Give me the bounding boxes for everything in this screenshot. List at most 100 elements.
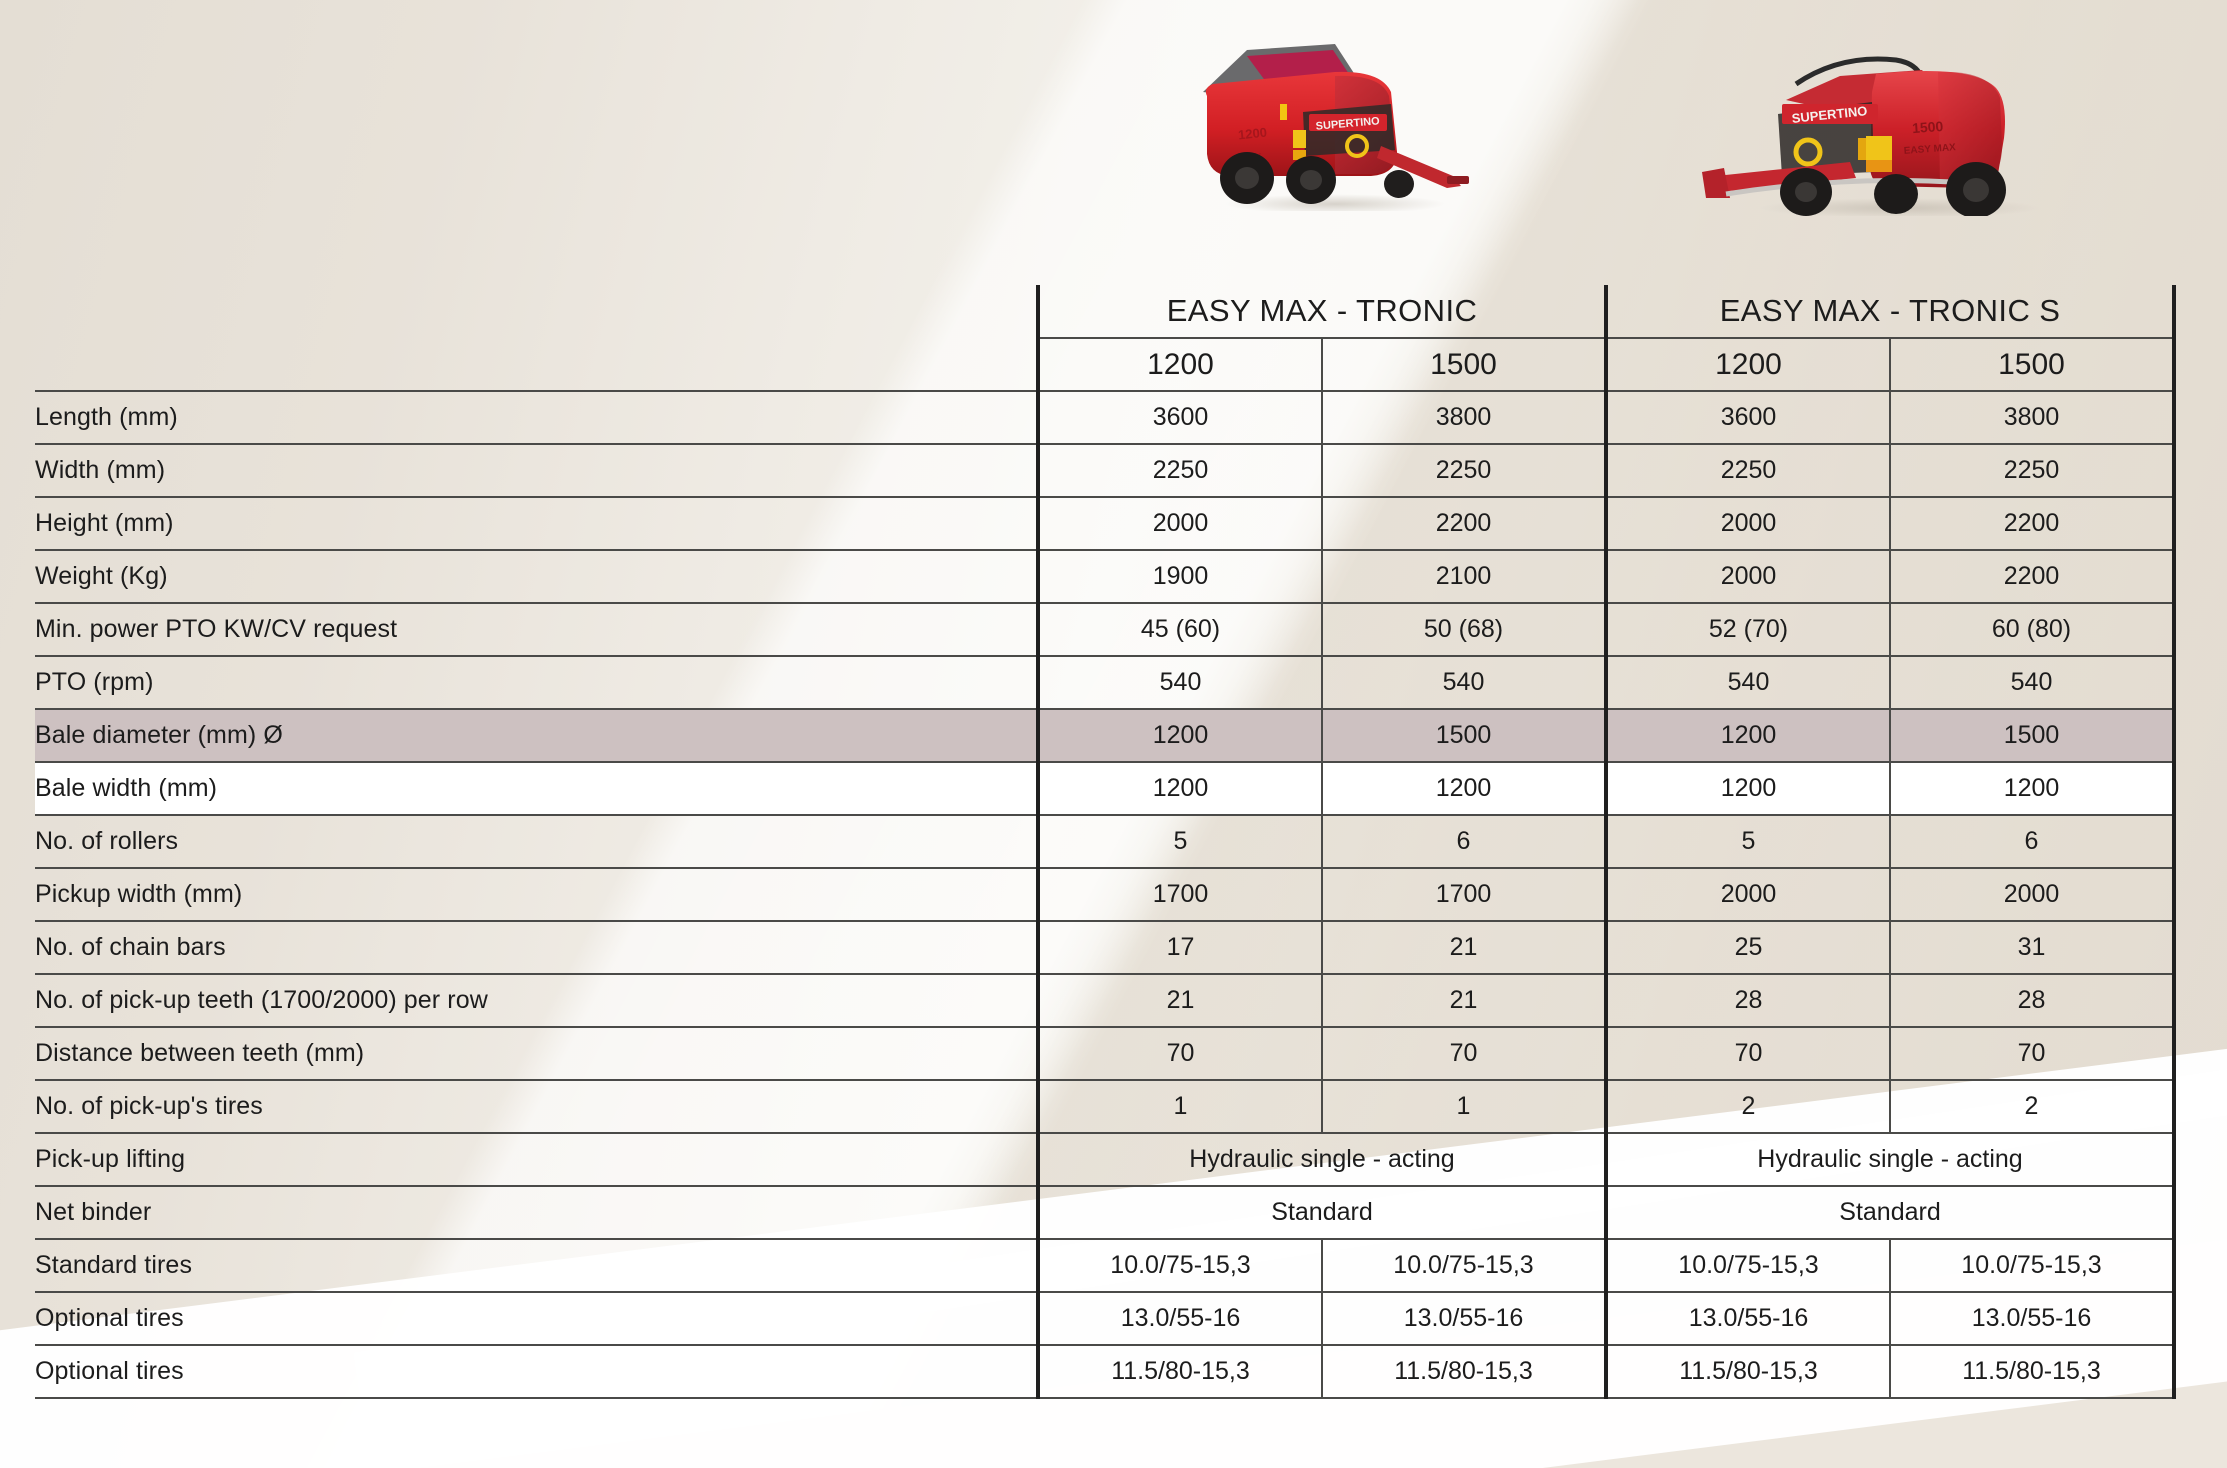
spec-value: 50 (68) [1321, 603, 1606, 657]
spec-value: 2000 [1888, 868, 2177, 922]
spec-value: 28 [1604, 974, 1890, 1028]
spec-label: Length (mm) [35, 391, 1038, 445]
spec-value: 2200 [1888, 550, 2177, 604]
spec-value: 1200 [1321, 762, 1606, 816]
spec-label: Optional tires [35, 1345, 1038, 1399]
table-row: Bale width (mm) 1200 1200 1200 1200 [35, 762, 2177, 816]
spec-label: Weight (Kg) [35, 550, 1038, 604]
easy-max-tronic-s-photo: SUPERTINO 1500 EASY MAX [1702, 56, 2040, 216]
spec-value: 70 [1036, 1027, 1322, 1081]
spec-value: 60 (80) [1888, 603, 2177, 657]
group-header-tronic-s: EASY MAX - TRONIC S [1603, 285, 2177, 339]
spec-value: 45 (60) [1036, 603, 1322, 657]
spec-value: 1200 [1604, 762, 1890, 816]
table-row: Distance between teeth (mm) 70 70 70 70 [35, 1027, 2177, 1081]
spec-value: 13.0/55-16 [1321, 1292, 1606, 1346]
table-header-sizes: 1200 1500 1200 1500 [35, 338, 2177, 392]
spec-value: 1500 [1321, 709, 1606, 763]
spec-value-merged: Hydraulic single - acting [1603, 1133, 2177, 1187]
spec-value: 10.0/75-15,3 [1604, 1239, 1890, 1293]
table-row: No. of pick-up teeth (1700/2000) per row… [35, 974, 2177, 1028]
spec-label: Standard tires [35, 1239, 1038, 1293]
spec-value: 10.0/75-15,3 [1321, 1239, 1606, 1293]
spec-label: Bale diameter (mm) Ø [35, 709, 1038, 763]
spec-value: 28 [1888, 974, 2177, 1028]
table-row: No. of pick-up's tires 1 1 2 2 [35, 1080, 2177, 1134]
spec-value: 70 [1321, 1027, 1606, 1081]
table-row: Length (mm) 3600 3800 3600 3800 [35, 391, 2177, 445]
spec-value: 1200 [1036, 762, 1322, 816]
spec-value: 13.0/55-16 [1888, 1292, 2177, 1346]
spec-label: No. of pick-up's tires [35, 1080, 1038, 1134]
spec-label: Min. power PTO KW/CV request [35, 603, 1038, 657]
spec-value: 1700 [1321, 868, 1606, 922]
spec-value: 6 [1321, 815, 1606, 869]
spec-value: 2000 [1604, 868, 1890, 922]
table-row: Bale diameter (mm) Ø 1200 1500 1200 1500 [35, 709, 2177, 763]
spec-value: 2000 [1604, 497, 1890, 551]
spec-value: 17 [1036, 921, 1322, 975]
spec-value: 2100 [1321, 550, 1606, 604]
specifications-table: EASY MAX - TRONIC EASY MAX - TRONIC S 1200… [35, 285, 2177, 1399]
spec-value: 21 [1036, 974, 1322, 1028]
group-header-tronic: EASY MAX - TRONIC [1036, 285, 1606, 339]
table-corner-cell-sizes [35, 338, 1038, 392]
spec-value: 11.5/80-15,3 [1036, 1345, 1322, 1399]
spec-value: 6 [1888, 815, 2177, 869]
spec-value: 21 [1321, 974, 1606, 1028]
size-header-tronic-s-1200: 1200 [1604, 338, 1890, 392]
table-row: Optional tires 11.5/80-15,3 11.5/80-15,3 11… [35, 1345, 2177, 1399]
spec-value: 1200 [1888, 762, 2177, 816]
size-header-tronic-s-1500: 1500 [1888, 338, 2177, 392]
spec-value: 2000 [1036, 497, 1322, 551]
spec-value: 2000 [1604, 550, 1890, 604]
spec-value: 3800 [1888, 391, 2177, 445]
spec-label: PTO (rpm) [35, 656, 1038, 710]
svg-text:1500: 1500 [1912, 118, 1944, 136]
svg-text:EASY MAX: EASY MAX [1903, 142, 1956, 157]
spec-value: 2250 [1036, 444, 1322, 498]
table-header-groups: EASY MAX - TRONIC EASY MAX - TRONIC S [35, 285, 2177, 339]
table-row: Width (mm) 2250 2250 2250 2250 [35, 444, 2177, 498]
spec-value: 3800 [1321, 391, 1606, 445]
spec-label: Height (mm) [35, 497, 1038, 551]
spec-label: No. of pick-up teeth (1700/2000) per row [35, 974, 1038, 1028]
spec-value: 2200 [1888, 497, 2177, 551]
spec-value: 1900 [1036, 550, 1322, 604]
easy-max-tronic-photo: SUPERTINO 1200 EASY [1203, 44, 1469, 211]
spec-value-merged: Standard [1036, 1186, 1606, 1240]
spec-label: No. of rollers [35, 815, 1038, 869]
spec-value: 5 [1036, 815, 1322, 869]
table-row: PTO (rpm) 540 540 540 540 [35, 656, 2177, 710]
spec-value: 2 [1888, 1080, 2177, 1134]
svg-text:1200: 1200 [1237, 125, 1267, 143]
spec-value: 540 [1604, 656, 1890, 710]
spec-value: 3600 [1604, 391, 1890, 445]
table-row: Optional tires 13.0/55-16 13.0/55-16 13.0/5… [35, 1292, 2177, 1346]
table-row: Height (mm) 2000 2200 2000 2200 [35, 497, 2177, 551]
spec-label: No. of chain bars [35, 921, 1038, 975]
spec-value: 2200 [1321, 497, 1606, 551]
spec-value: 13.0/55-16 [1604, 1292, 1890, 1346]
spec-label: Width (mm) [35, 444, 1038, 498]
spec-value: 540 [1036, 656, 1322, 710]
spec-value: 52 (70) [1604, 603, 1890, 657]
table-corner-cell [35, 285, 1038, 338]
spec-value: 1500 [1888, 709, 2177, 763]
spec-label: Optional tires [35, 1292, 1038, 1346]
table-row: Weight (Kg) 1900 2100 2000 2200 [35, 550, 2177, 604]
spec-value: 10.0/75-15,3 [1036, 1239, 1322, 1293]
spec-value: 21 [1321, 921, 1606, 975]
spec-value: 70 [1604, 1027, 1890, 1081]
spec-value: 31 [1888, 921, 2177, 975]
size-header-tronic-1500: 1500 [1321, 338, 1606, 392]
spec-value: 70 [1888, 1027, 2177, 1081]
spec-value: 2250 [1321, 444, 1606, 498]
table-row: Min. power PTO KW/CV request 45 (60) 50 (6… [35, 603, 2177, 657]
spec-value: 10.0/75-15,3 [1888, 1239, 2177, 1293]
spec-value: 2250 [1888, 444, 2177, 498]
spec-value: 11.5/80-15,3 [1604, 1345, 1890, 1399]
spec-value: 540 [1321, 656, 1606, 710]
spec-value: 1 [1321, 1080, 1606, 1134]
spec-label: Pick-up lifting [35, 1133, 1038, 1187]
